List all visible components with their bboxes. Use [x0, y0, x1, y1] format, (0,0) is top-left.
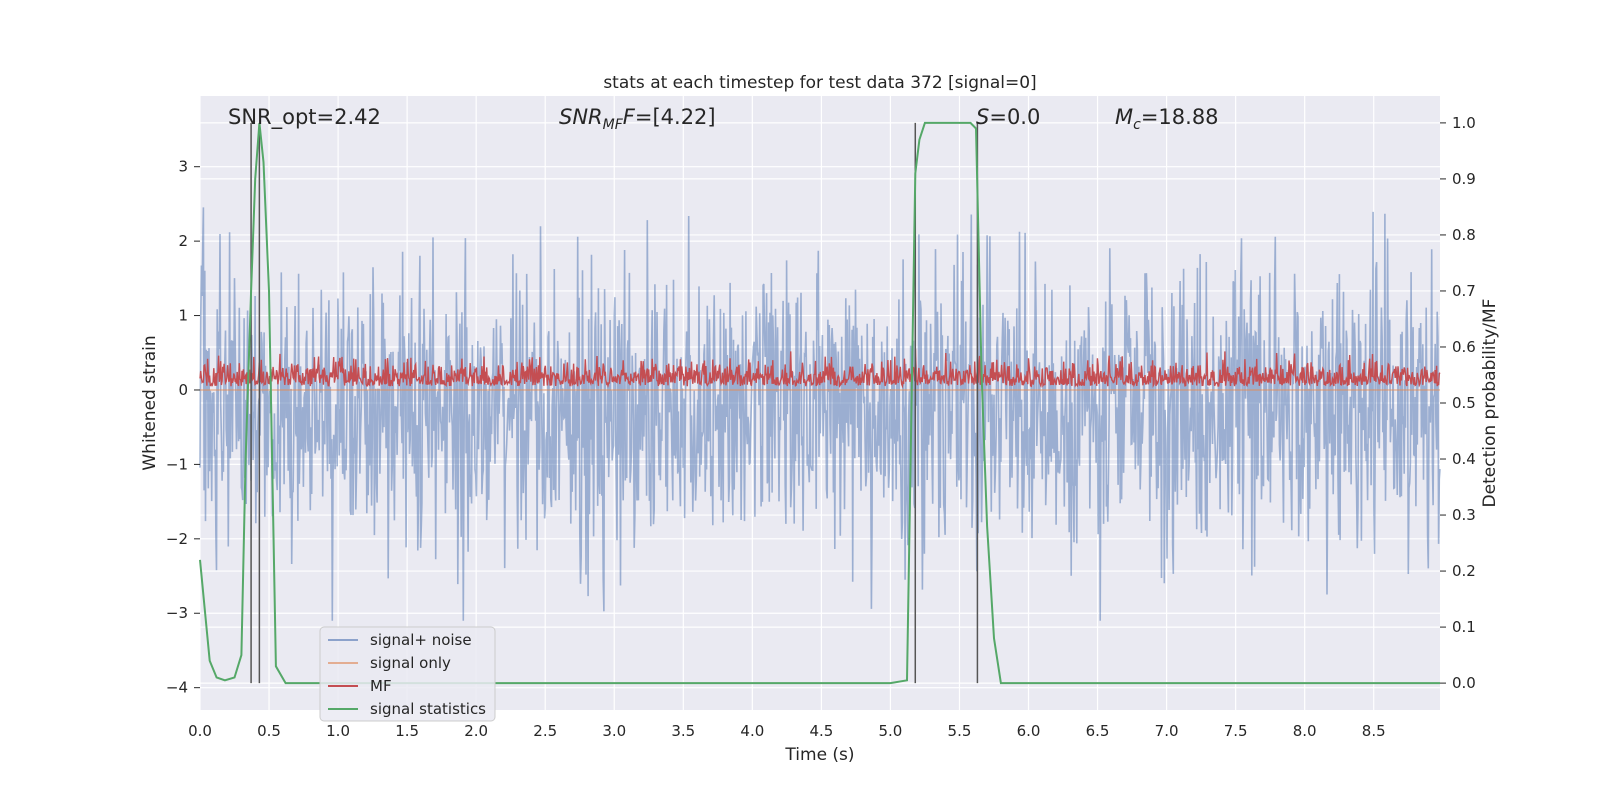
s-var: S [976, 105, 989, 129]
y-axis-left-label: Whitened strain [140, 335, 160, 470]
x-tick-label: 4.0 [740, 722, 764, 740]
s-annotation: S=0.0 [976, 105, 1040, 129]
x-tick-label: 5.0 [878, 722, 902, 740]
y-right-tick-label: 0.9 [1452, 170, 1476, 188]
mc-var: M [1115, 105, 1133, 129]
legend-label-signal-statistics: signal statistics [370, 700, 486, 718]
series-mf-line [199, 348, 1441, 389]
y-right-tick-label: 0.1 [1452, 618, 1476, 636]
y-left-tick-label: −4 [166, 679, 188, 697]
y-left-tick-label: 2 [178, 232, 188, 250]
s-value: =0.0 [989, 105, 1040, 129]
x-tick-label: 4.5 [809, 722, 833, 740]
x-tick-label: 2.0 [464, 722, 488, 740]
y-left-tick-label: −3 [166, 604, 188, 622]
snr-opt-annotation: SNR_opt=2.42 [228, 105, 381, 130]
y-left-tick-label: −1 [166, 455, 188, 473]
y-left-tick-label: −2 [166, 530, 188, 548]
x-tick-label: 1.5 [395, 722, 419, 740]
y-right-tick-label: 0.3 [1452, 506, 1476, 524]
x-axis-label: Time (s) [784, 745, 854, 765]
data-layer [199, 121, 1441, 685]
series-signal-statistics-line [199, 121, 1440, 685]
x-tick-label: 8.0 [1293, 722, 1317, 740]
x-tick-label: 0.5 [257, 722, 281, 740]
x-tick-label: 6.5 [1086, 722, 1110, 740]
snr-mf-f: F [623, 105, 636, 129]
x-tick-label: 5.5 [948, 722, 972, 740]
ticks: 0.0 0.5 1.0 1.5 2.0 2.5 3.0 3.5 4.0 4.5 5.0 5.5 6.0 6… [166, 114, 1476, 740]
y-left-tick-label: 0 [178, 381, 188, 399]
snr-mf-annotation: SNRMFF=[4.22] [559, 105, 716, 133]
snr-mf-prefix: SNR [559, 105, 603, 129]
y-right-tick-label: 0.2 [1452, 562, 1476, 580]
y-right-tick-label: 0.5 [1452, 394, 1476, 412]
snr-mf-value: =[4.22] [635, 105, 716, 129]
chart-title: stats at each timestep for test data 372… [603, 73, 1036, 93]
mc-value: =18.88 [1141, 105, 1219, 129]
x-tick-label: 7.5 [1224, 722, 1248, 740]
x-tick-label: 2.5 [533, 722, 557, 740]
y-right-tick-label: 0.0 [1452, 674, 1476, 692]
legend-label-signal-only: signal only [370, 654, 451, 672]
mc-subscript: c [1133, 117, 1141, 133]
x-tick-label: 8.5 [1362, 722, 1386, 740]
y-axis-right-label: Detection probability/MF [1480, 299, 1500, 508]
y-right-tick-label: 0.7 [1452, 282, 1476, 300]
x-tick-label: 7.0 [1155, 722, 1179, 740]
legend: signal+ noise signal only MF signal stat… [319, 626, 496, 722]
x-tick-label: 3.0 [602, 722, 626, 740]
y-left-tick-label: 3 [178, 158, 188, 176]
x-tick-label: 6.0 [1017, 722, 1041, 740]
x-tick-label: 1.0 [326, 722, 350, 740]
legend-box [319, 626, 496, 722]
legend-label-signal-noise: signal+ noise [370, 631, 472, 649]
x-tick-label: 0.0 [188, 722, 212, 740]
y-right-tick-label: 0.4 [1452, 450, 1476, 468]
legend-label-mf: MF [370, 677, 392, 695]
y-right-tick-label: 0.8 [1452, 226, 1476, 244]
mc-annotation: Mc=18.88 [1115, 105, 1219, 133]
x-tick-label: 3.5 [671, 722, 695, 740]
y-left-tick-label: 1 [178, 307, 188, 325]
y-right-tick-label: 0.6 [1452, 338, 1476, 356]
y-right-tick-label: 1.0 [1452, 114, 1476, 132]
snr-mf-subscript: MF [603, 117, 624, 133]
